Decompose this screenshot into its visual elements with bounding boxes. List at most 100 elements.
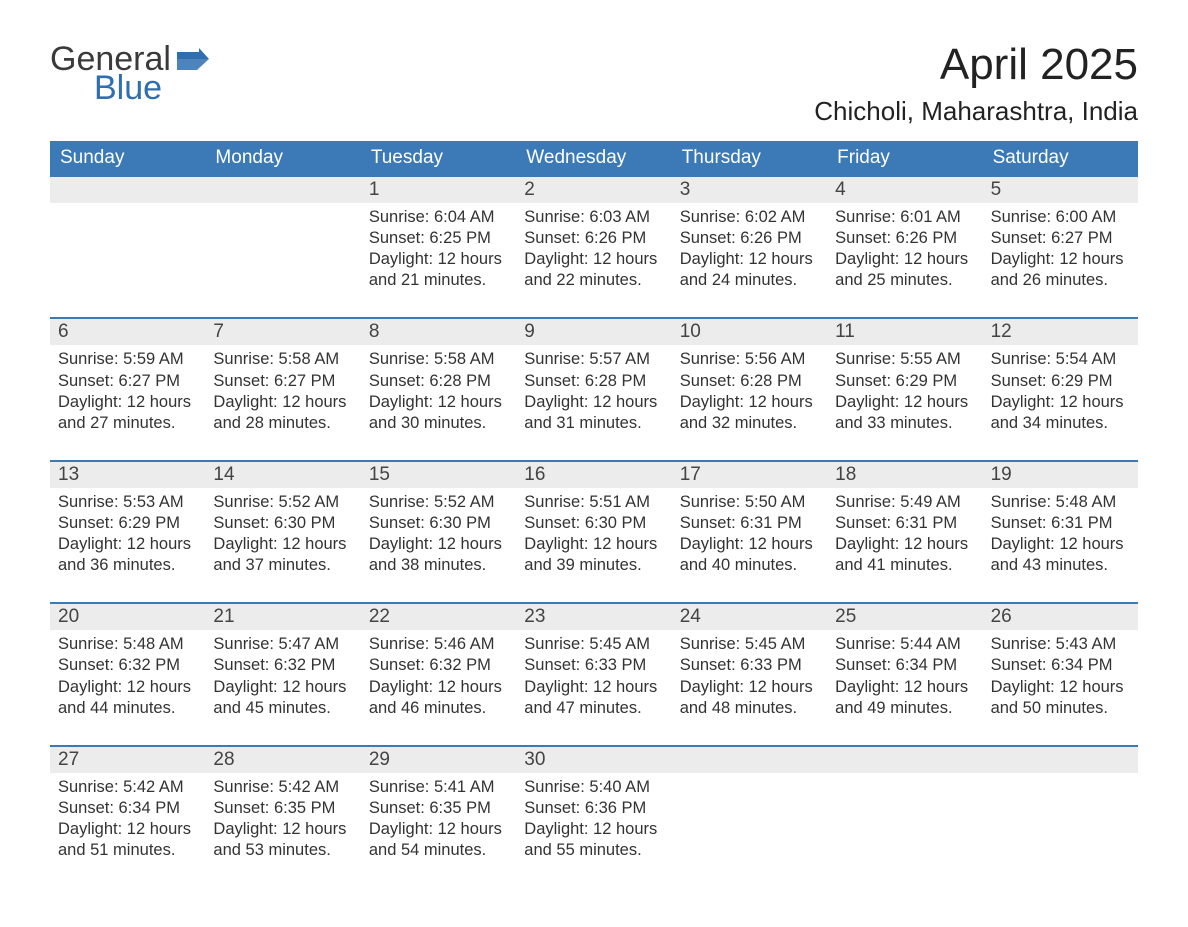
day-number: 14 xyxy=(205,462,360,488)
day-body: Sunrise: 6:03 AMSunset: 6:26 PMDaylight:… xyxy=(516,203,671,317)
day-body: Sunrise: 5:50 AMSunset: 6:31 PMDaylight:… xyxy=(672,488,827,602)
day-body: Sunrise: 5:47 AMSunset: 6:32 PMDaylight:… xyxy=(205,630,360,744)
day-number: 3 xyxy=(672,177,827,203)
day-line: Sunrise: 5:50 AM xyxy=(680,492,819,513)
day-number: 24 xyxy=(672,604,827,630)
day-number: 13 xyxy=(50,462,205,488)
dow-cell: Wednesday xyxy=(516,141,671,175)
week-row: 12345Sunrise: 6:04 AMSunset: 6:25 PMDayl… xyxy=(50,175,1138,317)
day-line: Sunset: 6:34 PM xyxy=(58,798,197,819)
dow-cell: Saturday xyxy=(983,141,1138,175)
day-line: Sunrise: 5:47 AM xyxy=(213,634,352,655)
day-line: Daylight: 12 hours and 40 minutes. xyxy=(680,534,819,576)
day-line: Daylight: 12 hours and 50 minutes. xyxy=(991,677,1130,719)
day-line: Sunset: 6:26 PM xyxy=(524,228,663,249)
week-row: 13141516171819Sunrise: 5:53 AMSunset: 6:… xyxy=(50,460,1138,602)
day-body: Sunrise: 5:53 AMSunset: 6:29 PMDaylight:… xyxy=(50,488,205,602)
day-number: 7 xyxy=(205,319,360,345)
day-line: Daylight: 12 hours and 37 minutes. xyxy=(213,534,352,576)
day-line: Sunrise: 5:48 AM xyxy=(991,492,1130,513)
day-line: Sunrise: 6:01 AM xyxy=(835,207,974,228)
dow-cell: Sunday xyxy=(50,141,205,175)
day-line: Sunset: 6:30 PM xyxy=(213,513,352,534)
day-line: Sunrise: 6:00 AM xyxy=(991,207,1130,228)
day-number: 27 xyxy=(50,747,205,773)
day-number: 21 xyxy=(205,604,360,630)
day-number: 2 xyxy=(516,177,671,203)
day-number: 18 xyxy=(827,462,982,488)
day-body xyxy=(983,773,1138,887)
dow-cell: Friday xyxy=(827,141,982,175)
day-body: Sunrise: 5:45 AMSunset: 6:33 PMDaylight:… xyxy=(516,630,671,744)
day-number: 29 xyxy=(361,747,516,773)
day-body: Sunrise: 5:41 AMSunset: 6:35 PMDaylight:… xyxy=(361,773,516,887)
day-body: Sunrise: 5:56 AMSunset: 6:28 PMDaylight:… xyxy=(672,345,827,459)
day-line: Sunset: 6:32 PM xyxy=(58,655,197,676)
day-number: 30 xyxy=(516,747,671,773)
day-line: Sunrise: 5:51 AM xyxy=(524,492,663,513)
day-line: Daylight: 12 hours and 34 minutes. xyxy=(991,392,1130,434)
day-line: Daylight: 12 hours and 26 minutes. xyxy=(991,249,1130,291)
day-line: Sunrise: 6:02 AM xyxy=(680,207,819,228)
day-number: 25 xyxy=(827,604,982,630)
day-number: 19 xyxy=(983,462,1138,488)
day-body: Sunrise: 5:42 AMSunset: 6:34 PMDaylight:… xyxy=(50,773,205,887)
day-line: Sunrise: 5:46 AM xyxy=(369,634,508,655)
day-line: Sunrise: 5:57 AM xyxy=(524,349,663,370)
dow-cell: Tuesday xyxy=(361,141,516,175)
day-number: 28 xyxy=(205,747,360,773)
day-line: Sunrise: 5:42 AM xyxy=(58,777,197,798)
day-body: Sunrise: 5:58 AMSunset: 6:27 PMDaylight:… xyxy=(205,345,360,459)
day-line: Sunset: 6:31 PM xyxy=(680,513,819,534)
day-line: Sunrise: 6:03 AM xyxy=(524,207,663,228)
day-line: Daylight: 12 hours and 53 minutes. xyxy=(213,819,352,861)
day-line: Daylight: 12 hours and 38 minutes. xyxy=(369,534,508,576)
day-line: Sunrise: 5:45 AM xyxy=(680,634,819,655)
day-number: 23 xyxy=(516,604,671,630)
day-line: Sunset: 6:28 PM xyxy=(524,371,663,392)
day-line: Sunrise: 5:52 AM xyxy=(213,492,352,513)
day-line: Daylight: 12 hours and 41 minutes. xyxy=(835,534,974,576)
day-line: Sunset: 6:31 PM xyxy=(991,513,1130,534)
day-line: Sunset: 6:26 PM xyxy=(680,228,819,249)
day-line: Daylight: 12 hours and 25 minutes. xyxy=(835,249,974,291)
day-body: Sunrise: 5:55 AMSunset: 6:29 PMDaylight:… xyxy=(827,345,982,459)
day-body: Sunrise: 5:51 AMSunset: 6:30 PMDaylight:… xyxy=(516,488,671,602)
day-number: 5 xyxy=(983,177,1138,203)
day-number: 22 xyxy=(361,604,516,630)
day-body: Sunrise: 6:04 AMSunset: 6:25 PMDaylight:… xyxy=(361,203,516,317)
day-body: Sunrise: 5:58 AMSunset: 6:28 PMDaylight:… xyxy=(361,345,516,459)
day-line: Sunset: 6:34 PM xyxy=(835,655,974,676)
day-body: Sunrise: 6:02 AMSunset: 6:26 PMDaylight:… xyxy=(672,203,827,317)
day-line: Daylight: 12 hours and 32 minutes. xyxy=(680,392,819,434)
day-line: Sunrise: 5:52 AM xyxy=(369,492,508,513)
day-body: Sunrise: 5:40 AMSunset: 6:36 PMDaylight:… xyxy=(516,773,671,887)
week-row: 6789101112Sunrise: 5:59 AMSunset: 6:27 P… xyxy=(50,317,1138,459)
day-line: Daylight: 12 hours and 21 minutes. xyxy=(369,249,508,291)
day-line: Sunrise: 5:48 AM xyxy=(58,634,197,655)
day-number: 16 xyxy=(516,462,671,488)
brand-logo: General Blue xyxy=(50,40,209,108)
day-line: Daylight: 12 hours and 48 minutes. xyxy=(680,677,819,719)
day-body xyxy=(827,773,982,887)
dow-cell: Thursday xyxy=(672,141,827,175)
day-line: Sunrise: 5:55 AM xyxy=(835,349,974,370)
day-line: Sunset: 6:35 PM xyxy=(213,798,352,819)
day-number: 15 xyxy=(361,462,516,488)
day-line: Sunset: 6:27 PM xyxy=(213,371,352,392)
header: General Blue April 2025 Chicholi, Mahara… xyxy=(50,40,1138,127)
month-title: April 2025 xyxy=(814,40,1138,90)
day-number xyxy=(672,747,827,773)
day-number: 9 xyxy=(516,319,671,345)
day-body: Sunrise: 5:46 AMSunset: 6:32 PMDaylight:… xyxy=(361,630,516,744)
day-line: Daylight: 12 hours and 51 minutes. xyxy=(58,819,197,861)
day-body xyxy=(50,203,205,317)
day-line: Sunset: 6:32 PM xyxy=(213,655,352,676)
day-line: Daylight: 12 hours and 28 minutes. xyxy=(213,392,352,434)
brand-word2: Blue xyxy=(94,69,209,108)
day-line: Sunrise: 5:58 AM xyxy=(213,349,352,370)
day-line: Sunset: 6:33 PM xyxy=(680,655,819,676)
day-number xyxy=(205,177,360,203)
day-number: 11 xyxy=(827,319,982,345)
day-number xyxy=(983,747,1138,773)
